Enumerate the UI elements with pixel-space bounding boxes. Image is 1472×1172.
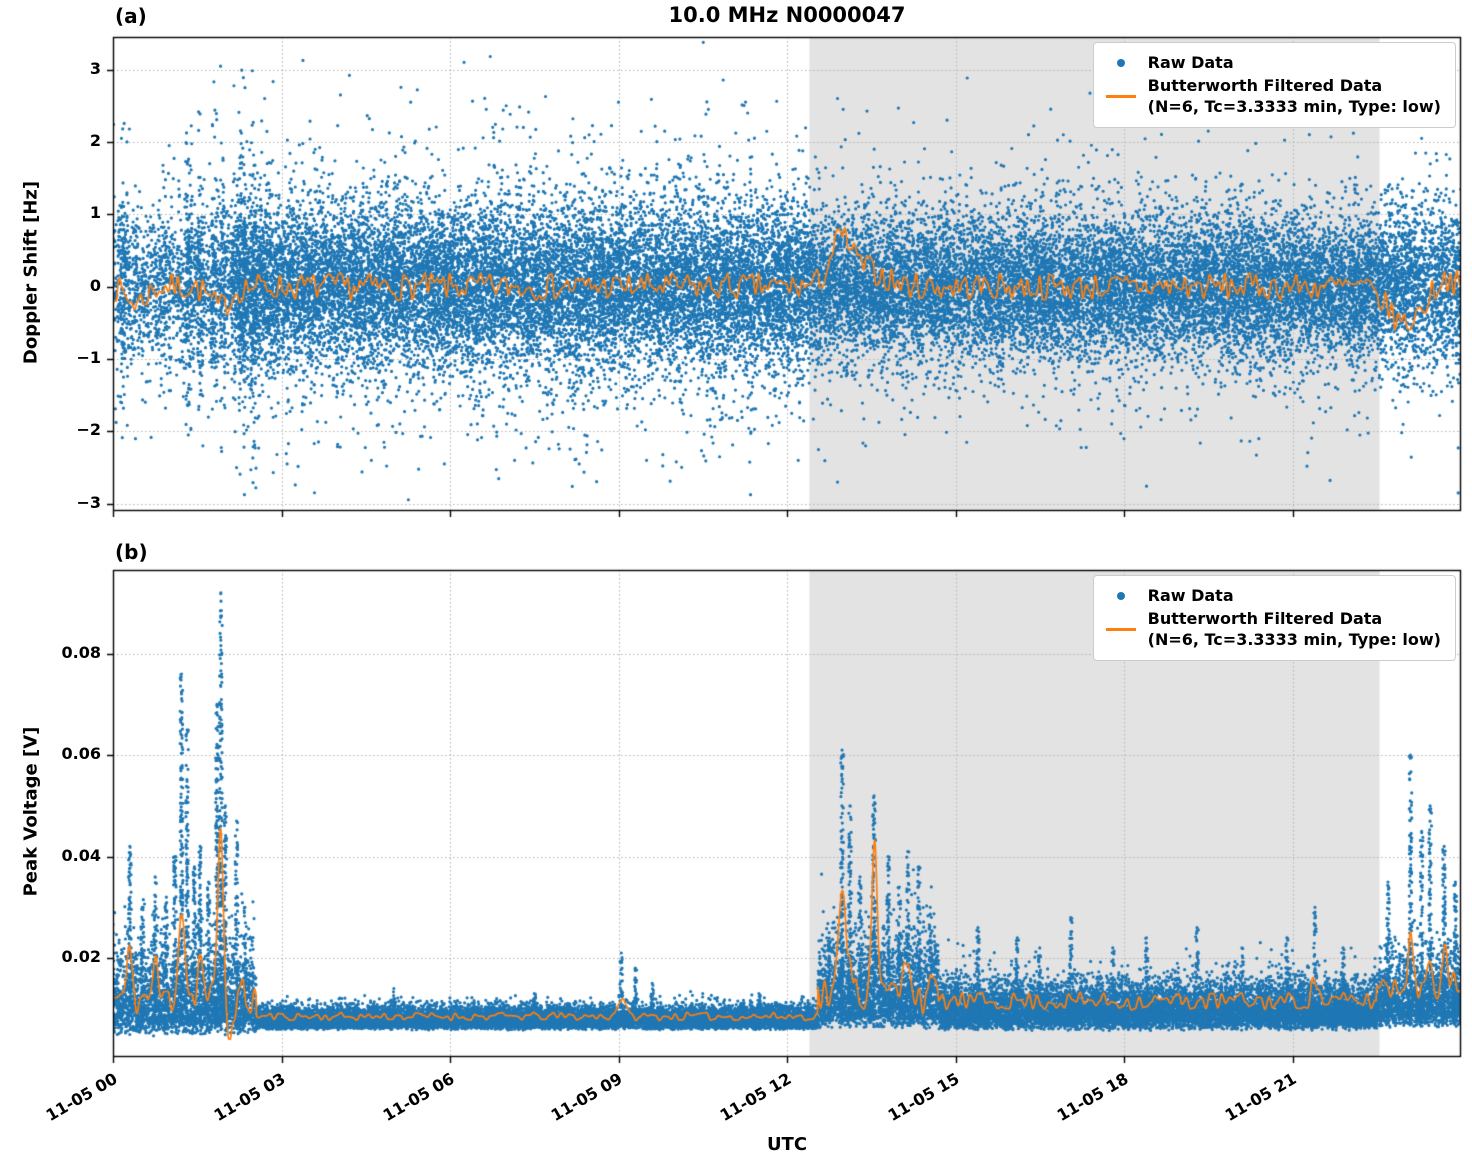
panel-b-label: (b) bbox=[115, 540, 148, 564]
filtered-line-marker bbox=[1105, 628, 1136, 632]
x-axis-label-utc: UTC bbox=[766, 1134, 808, 1155]
legend-swatch bbox=[1104, 586, 1138, 606]
figure-title: 10.0 MHz N0000047 bbox=[668, 3, 906, 27]
legend-entry-raw: Raw Data bbox=[1104, 586, 1441, 607]
legend-entry-raw: Raw Data bbox=[1104, 53, 1441, 74]
legend-entry-filtered: Butterworth Filtered Data (N=6, Tc=3.333… bbox=[1104, 76, 1441, 118]
legend-panel-a: Raw Data Butterworth Filtered Data (N=6,… bbox=[1092, 42, 1456, 129]
legend-filtered-label-line1: Butterworth Filtered Data bbox=[1147, 608, 1383, 628]
legend-filtered-label-line2: (N=6, Tc=3.3333 min, Type: low) bbox=[1147, 629, 1441, 649]
legend-panel-b: Raw Data Butterworth Filtered Data (N=6,… bbox=[1092, 575, 1456, 662]
y-axis-label-doppler-shift: Doppler Shift [Hz] bbox=[20, 180, 42, 365]
raw-data-marker bbox=[1116, 592, 1125, 601]
legend-swatch bbox=[1104, 53, 1138, 73]
legend-raw-label: Raw Data bbox=[1147, 53, 1234, 72]
legend-swatch bbox=[1104, 620, 1138, 640]
legend-filtered-label-line2: (N=6, Tc=3.3333 min, Type: low) bbox=[1147, 96, 1441, 116]
panel-a-label: (a) bbox=[115, 4, 147, 28]
legend-raw-label: Raw Data bbox=[1147, 586, 1234, 605]
legend-swatch bbox=[1104, 87, 1138, 107]
raw-data-marker bbox=[1116, 59, 1125, 68]
y-axis-label-peak-voltage: Peak Voltage [V] bbox=[20, 726, 42, 897]
legend-filtered-label-line1: Butterworth Filtered Data bbox=[1147, 75, 1383, 95]
legend-entry-filtered: Butterworth Filtered Data (N=6, Tc=3.333… bbox=[1104, 609, 1441, 651]
filtered-line-marker bbox=[1105, 95, 1136, 99]
